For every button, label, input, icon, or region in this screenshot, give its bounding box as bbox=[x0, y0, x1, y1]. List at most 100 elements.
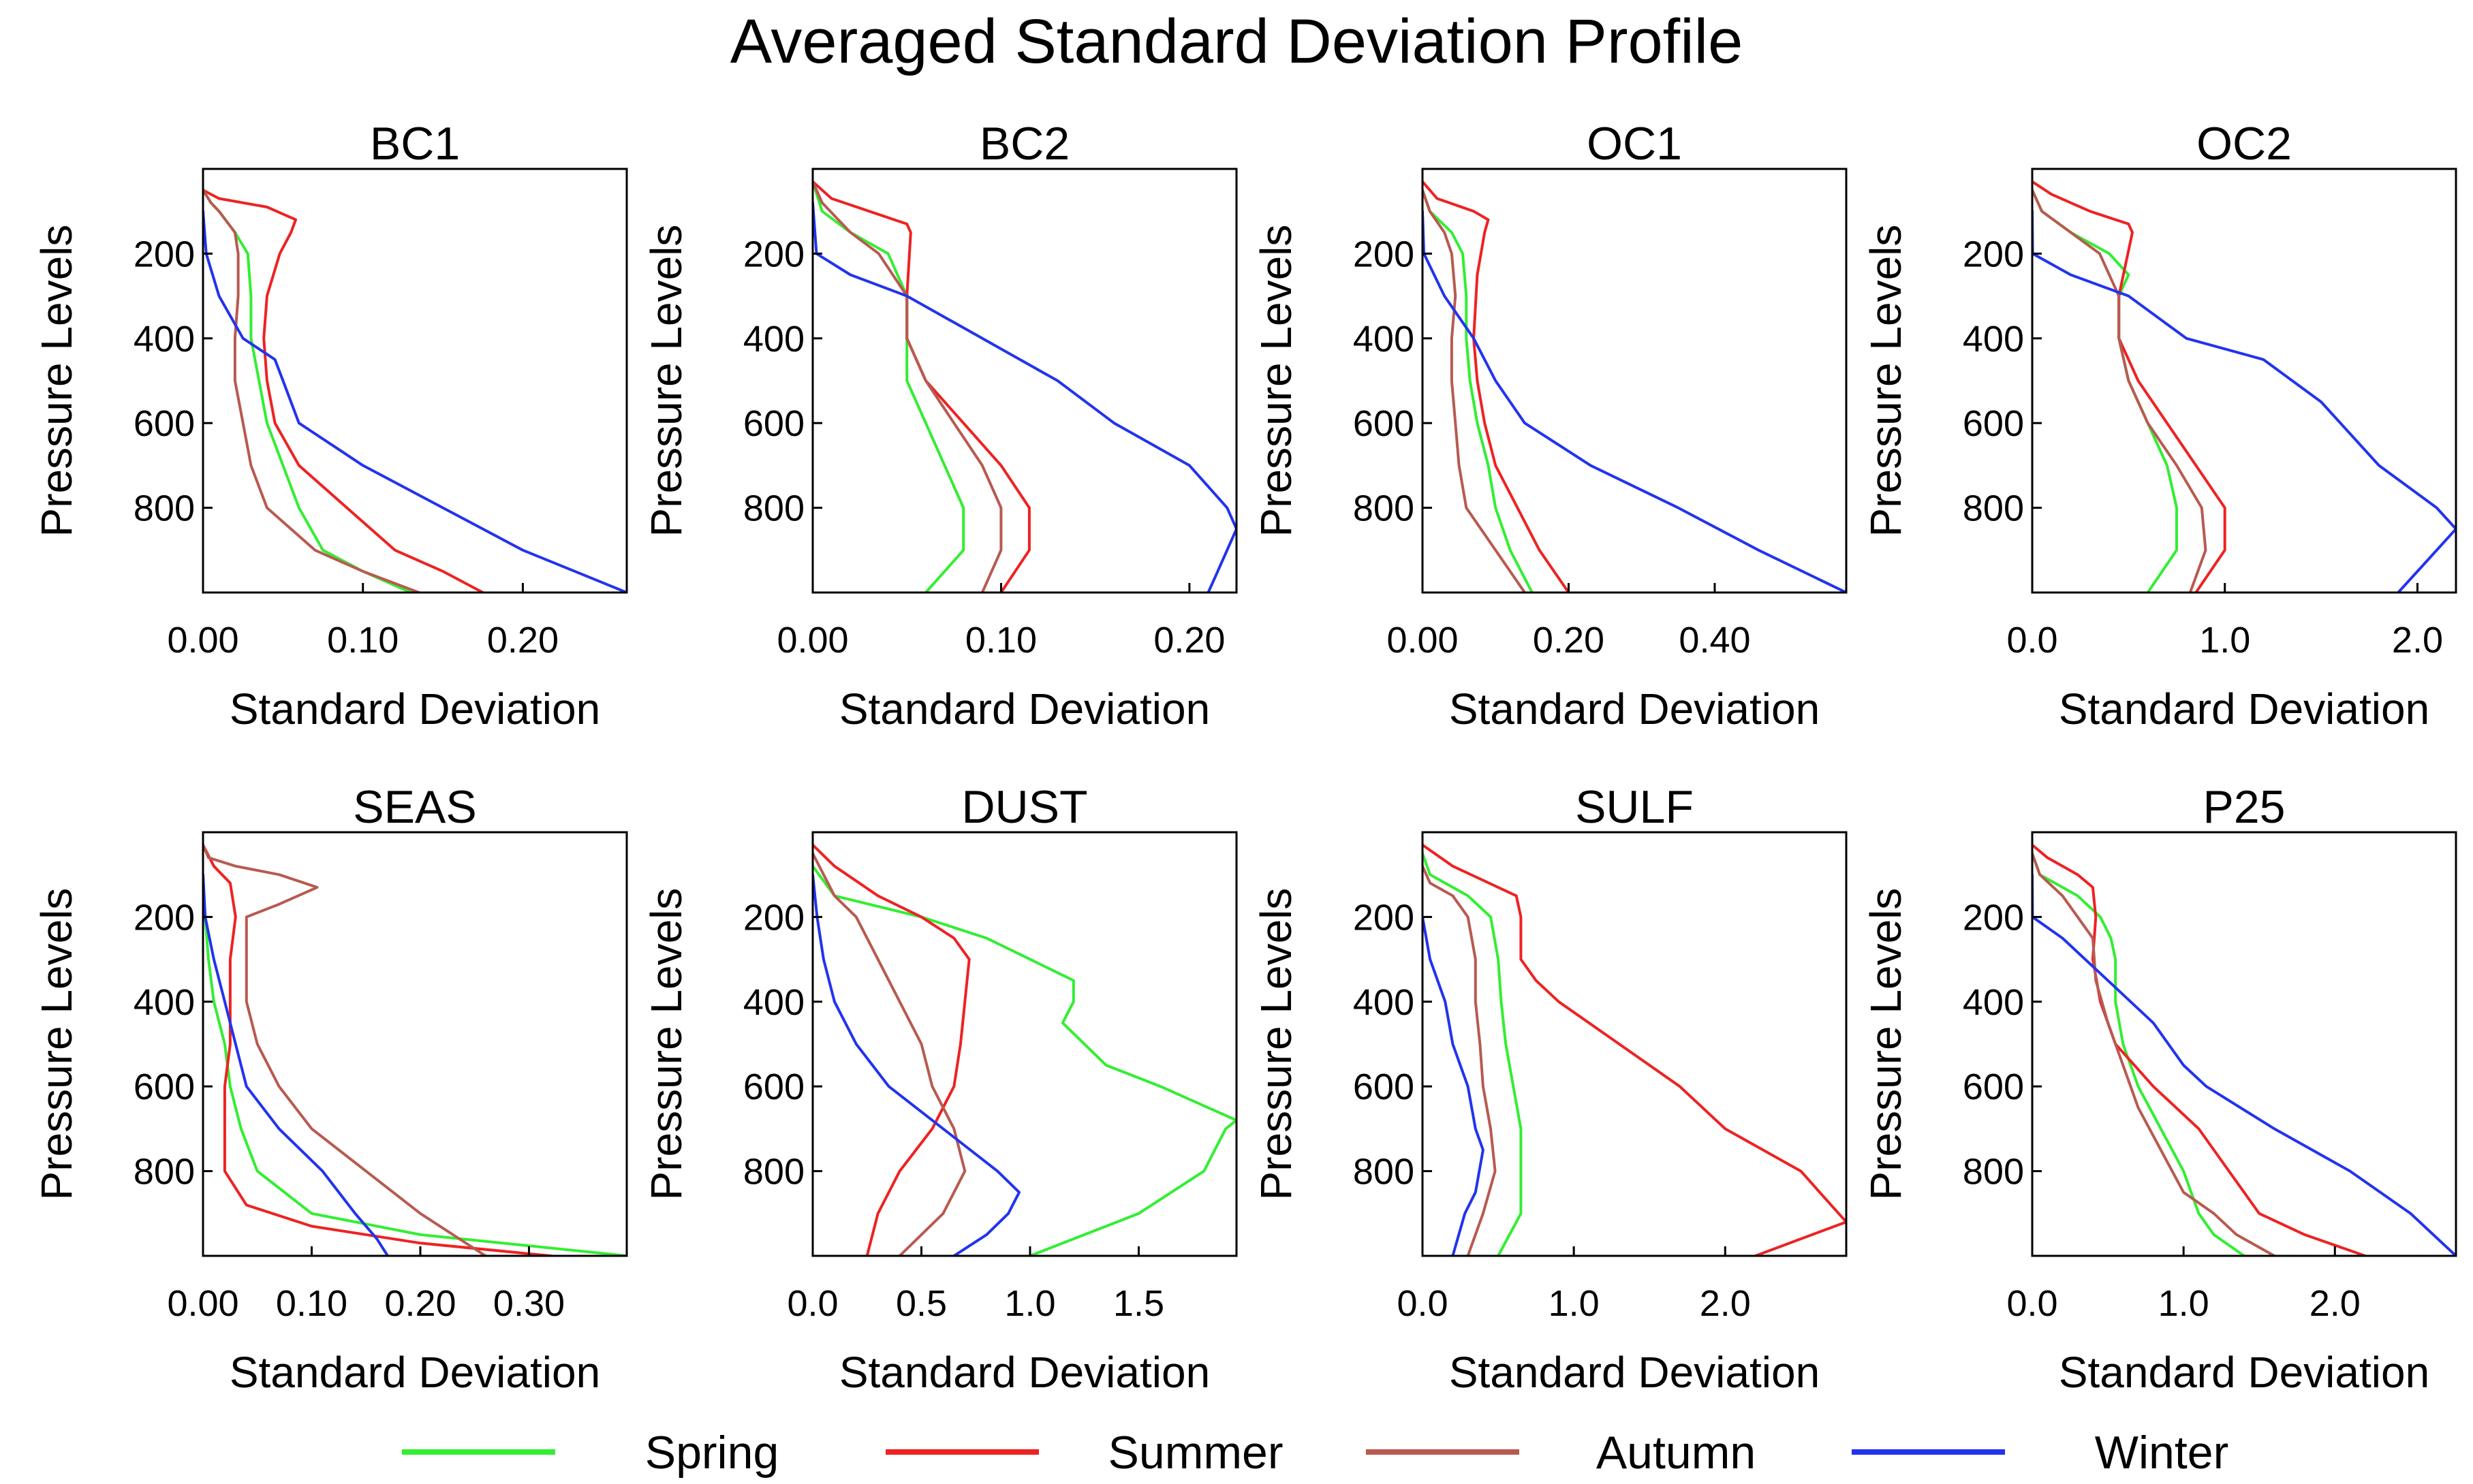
panel-title: SEAS bbox=[353, 781, 476, 833]
panel-p25: 200 400 600 800 0.0 1.0 2.0 P25 Standard Deviati… bbox=[1861, 781, 2457, 1397]
plot-frame bbox=[811, 168, 1238, 594]
x-tick-label: 0.20 bbox=[1153, 620, 1225, 661]
y-tick-label: 400 bbox=[1963, 982, 2024, 1023]
y-tick-label: 600 bbox=[743, 1067, 805, 1107]
panel-oc1: 200 400 600 800 0.00 0.20 0.40 OC1 Standard Devi… bbox=[1251, 118, 1848, 733]
y-tick-label: 200 bbox=[743, 234, 805, 274]
panel-title: OC1 bbox=[1587, 118, 1682, 170]
x-tick-label: 0.0 bbox=[2006, 620, 2057, 661]
series-line-spring bbox=[1422, 852, 1523, 1256]
y-tick-label: 400 bbox=[743, 982, 805, 1023]
chart-title: Averaged Standard Deviation Profile bbox=[730, 7, 1743, 76]
x-tick-label: 2.0 bbox=[1700, 1283, 1751, 1324]
y-tick-label: 600 bbox=[743, 403, 805, 444]
series-line-summer bbox=[1422, 180, 1570, 593]
series-group bbox=[2032, 843, 2456, 1256]
x-axis-label: Standard Deviation bbox=[1449, 1348, 1820, 1397]
panel-title: BC2 bbox=[980, 118, 1070, 170]
series-line-spring bbox=[2032, 852, 2245, 1256]
x-tick-label: 0.10 bbox=[327, 620, 399, 661]
x-axis-label: Standard Deviation bbox=[230, 684, 600, 733]
legend-item-autumn: Autumn bbox=[1366, 1427, 1756, 1479]
series-line-summer bbox=[813, 180, 1031, 593]
series-group bbox=[1422, 180, 1846, 593]
series-line-autumn bbox=[1422, 864, 1497, 1256]
y-tick-label: 200 bbox=[1963, 234, 2024, 274]
x-axis-label: Standard Deviation bbox=[839, 684, 1210, 733]
x-tick-label: 0.00 bbox=[167, 1283, 238, 1324]
x-axis-label: Standard Deviation bbox=[839, 1348, 1210, 1397]
panel-bc2: 200 400 600 800 0.00 0.10 0.20 BC2 Standard Devi… bbox=[642, 118, 1238, 733]
series-line-spring bbox=[1422, 189, 1534, 593]
y-tick-label: 400 bbox=[134, 982, 195, 1023]
y-tick-label: 600 bbox=[134, 403, 195, 444]
series-line-autumn bbox=[203, 189, 420, 593]
series-line-autumn bbox=[813, 852, 967, 1256]
series-group bbox=[2032, 180, 2456, 593]
y-tick-label: 800 bbox=[743, 1152, 805, 1193]
y-tick-label: 200 bbox=[1353, 234, 1414, 274]
x-tick-label: 0.20 bbox=[1533, 620, 1604, 661]
plot-frame bbox=[1421, 168, 1848, 594]
y-tick-label: 800 bbox=[743, 488, 805, 529]
y-tick-label: 800 bbox=[1963, 488, 2024, 529]
plot-frame bbox=[202, 831, 628, 1257]
series-line-winter bbox=[813, 873, 1021, 1256]
series-line-autumn bbox=[1422, 189, 1527, 593]
y-tick-label: 600 bbox=[1353, 1067, 1414, 1107]
x-axis-label: Standard Deviation bbox=[1449, 684, 1820, 733]
series-line-autumn bbox=[2032, 189, 2207, 593]
series-line-winter bbox=[203, 873, 390, 1256]
x-tick-label: 0.10 bbox=[276, 1283, 347, 1324]
y-tick-label: 800 bbox=[1353, 1152, 1414, 1193]
x-axis-label: Standard Deviation bbox=[2059, 1348, 2429, 1397]
series-line-winter bbox=[2032, 210, 2456, 593]
y-tick-label: 600 bbox=[1963, 403, 2024, 444]
legend-label: Winter bbox=[2095, 1427, 2228, 1479]
panel-title: BC1 bbox=[370, 118, 460, 170]
y-tick-label: 200 bbox=[134, 234, 195, 274]
x-tick-label: 2.0 bbox=[2309, 1283, 2361, 1324]
x-tick-label: 0.10 bbox=[965, 620, 1037, 661]
y-tick-label: 200 bbox=[743, 897, 805, 938]
plot-frame bbox=[2031, 831, 2457, 1257]
plot-frame bbox=[202, 168, 628, 594]
x-tick-label: 0.40 bbox=[1679, 620, 1750, 661]
series-line-winter bbox=[1422, 210, 1846, 593]
y-tick-label: 600 bbox=[1353, 403, 1414, 444]
legend-label: Summer bbox=[1108, 1427, 1284, 1479]
panel-seas: 200 400 600 800 0.00 0.10 0.20 0.30 SEAS Standard… bbox=[32, 781, 628, 1397]
series-line-autumn bbox=[813, 180, 1003, 593]
x-tick-label: 0.20 bbox=[384, 1283, 456, 1324]
y-tick-label: 600 bbox=[1963, 1067, 2024, 1107]
y-axis-label: Pressure Levels bbox=[1251, 225, 1301, 537]
plot-frame bbox=[811, 831, 1238, 1257]
x-tick-label: 1.5 bbox=[1113, 1283, 1164, 1324]
x-tick-label: 0.0 bbox=[1397, 1283, 1448, 1324]
panel-title: SULF bbox=[1575, 781, 1694, 833]
x-axis-label: Standard Deviation bbox=[2059, 684, 2429, 733]
series-line-summer bbox=[2032, 843, 2367, 1256]
series-group bbox=[813, 180, 1236, 593]
series-group bbox=[203, 843, 627, 1256]
panel-oc2: 200 400 600 800 0.0 1.0 2.0 OC2 Standard Deviati… bbox=[1861, 118, 2457, 733]
panel-title: P25 bbox=[2203, 781, 2286, 833]
x-tick-label: 0.5 bbox=[896, 1283, 947, 1324]
x-tick-label: 0.0 bbox=[787, 1283, 838, 1324]
x-axis-label: Standard Deviation bbox=[230, 1348, 600, 1397]
y-axis-label: Pressure Levels bbox=[32, 888, 81, 1201]
y-tick-label: 400 bbox=[1353, 982, 1414, 1023]
x-tick-label: 1.0 bbox=[2158, 1283, 2209, 1324]
y-tick-label: 800 bbox=[1963, 1152, 2024, 1193]
series-line-summer bbox=[2032, 180, 2226, 593]
series-line-spring bbox=[203, 189, 413, 593]
panels-grid: 200 400 600 800 0.00 0.10 0.20 BC1 Standard Devi… bbox=[32, 118, 2457, 1397]
panel-sulf: 200 400 600 800 0.0 1.0 2.0 SULF Standard Deviat… bbox=[1251, 781, 1848, 1397]
series-group bbox=[203, 189, 627, 593]
x-tick-label: 2.0 bbox=[2392, 620, 2443, 661]
y-axis-label: Pressure Levels bbox=[642, 225, 691, 537]
y-tick-label: 400 bbox=[1353, 319, 1414, 360]
legend: Spring Summer Autumn Winter bbox=[402, 1427, 2228, 1479]
y-axis-label: Pressure Levels bbox=[1861, 888, 1910, 1201]
